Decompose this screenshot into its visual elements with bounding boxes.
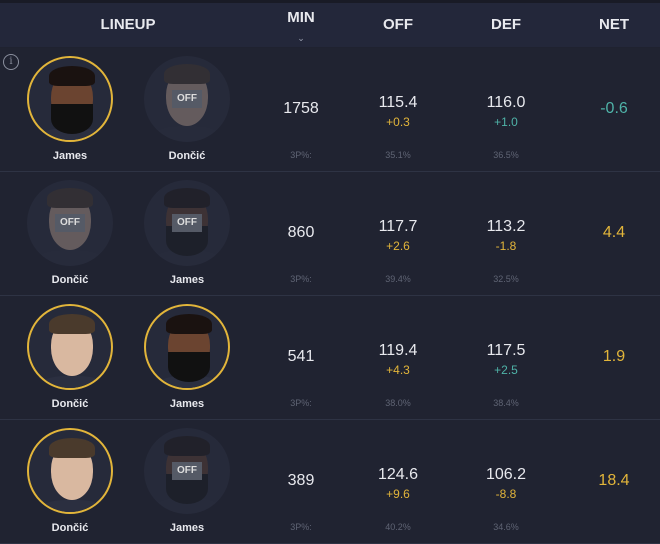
table-row[interactable]: OFF Dončić OFF James 860 117.7 +2.6 113.… xyxy=(0,172,660,296)
off-badge: OFF xyxy=(172,462,202,480)
off-delta: +0.3 xyxy=(386,115,410,129)
def-delta: -1.8 xyxy=(495,239,517,253)
off-delta: +9.6 xyxy=(386,487,410,501)
min-value: 541 xyxy=(287,348,315,365)
player-name: Dončić xyxy=(168,150,206,162)
player-1[interactable]: James xyxy=(142,304,232,410)
table-row[interactable]: Dončić OFF James 389 124.6 +9.6 106.2 -8… xyxy=(0,420,660,544)
player-avatar xyxy=(27,428,113,514)
player-avatar: OFF xyxy=(144,180,230,266)
three-pt-label: 3P%: xyxy=(290,150,312,160)
net-rating: -0.6 xyxy=(600,100,628,117)
off-badge: OFF xyxy=(55,214,85,232)
player-0[interactable]: Dončić xyxy=(25,304,115,410)
player-name: Dončić xyxy=(51,274,89,286)
def-delta: +2.5 xyxy=(494,363,518,377)
def-three-pt: 34.6% xyxy=(493,522,519,532)
lineup-header: LINEUP xyxy=(100,16,156,33)
def-delta: -8.8 xyxy=(495,487,517,501)
player-avatar xyxy=(27,56,113,142)
off-badge: OFF xyxy=(172,214,202,232)
off-rating: 115.4 xyxy=(378,94,418,111)
off-three-pt: 39.4% xyxy=(385,274,411,284)
min-value: 1758 xyxy=(283,100,319,117)
off-delta: +2.6 xyxy=(386,239,410,253)
min-value: 860 xyxy=(287,224,315,241)
player-0[interactable]: Dončić xyxy=(25,428,115,534)
player-0[interactable]: OFF Dončić xyxy=(25,180,115,286)
def-three-pt: 38.4% xyxy=(493,398,519,408)
three-pt-label: 3P%: xyxy=(290,522,312,532)
player-name: James xyxy=(169,274,205,286)
def-rating: 117.5 xyxy=(486,342,526,359)
off-delta: +4.3 xyxy=(386,363,410,377)
player-1[interactable]: OFF Dončić xyxy=(142,56,232,162)
player-avatar: OFF xyxy=(144,428,230,514)
chevron-down-icon[interactable]: ⌄ xyxy=(297,33,305,43)
player-1[interactable]: OFF James xyxy=(142,428,232,534)
off-rating: 119.4 xyxy=(378,342,418,359)
off-three-pt: 35.1% xyxy=(385,150,411,160)
min-value: 389 xyxy=(287,472,315,489)
player-name: James xyxy=(52,150,88,162)
off-three-pt: 40.2% xyxy=(385,522,411,532)
off-badge: OFF xyxy=(172,90,202,108)
off-three-pt: 38.0% xyxy=(385,398,411,408)
player-name: Dončić xyxy=(51,522,89,534)
player-name: James xyxy=(169,398,205,410)
player-avatar: OFF xyxy=(27,180,113,266)
net-header[interactable]: NET xyxy=(599,16,629,33)
def-three-pt: 36.5% xyxy=(493,150,519,160)
player-1[interactable]: OFF James xyxy=(142,180,232,286)
def-rating: 116.0 xyxy=(486,94,526,111)
table-row[interactable]: Dončić James 541 119.4 +4.3 117.5 +2.5 1… xyxy=(0,296,660,420)
def-header[interactable]: DEF xyxy=(491,16,521,33)
def-rating: 113.2 xyxy=(486,218,526,235)
def-three-pt: 32.5% xyxy=(493,274,519,284)
net-rating: 4.4 xyxy=(602,224,626,241)
player-name: Dončić xyxy=(51,398,89,410)
player-avatar xyxy=(144,304,230,390)
three-pt-label: 3P%: xyxy=(290,398,312,408)
def-delta: +1.0 xyxy=(494,115,518,129)
player-avatar: OFF xyxy=(144,56,230,142)
off-rating: 124.6 xyxy=(377,466,419,483)
table-row[interactable]: i James OFF Do xyxy=(0,48,660,172)
net-rating: 1.9 xyxy=(602,348,626,365)
off-header[interactable]: OFF xyxy=(383,16,413,33)
three-pt-label: 3P%: xyxy=(290,274,312,284)
table-header: LINEUP MIN ⌄ OFF DEF NET xyxy=(0,0,660,47)
def-rating: 106.2 xyxy=(485,466,527,483)
player-avatar xyxy=(27,304,113,390)
player-0[interactable]: James xyxy=(25,56,115,162)
info-icon[interactable]: i xyxy=(3,54,19,70)
net-rating: 18.4 xyxy=(598,472,630,489)
player-name: James xyxy=(169,522,205,534)
off-rating: 117.7 xyxy=(378,218,418,235)
min-header[interactable]: MIN xyxy=(287,9,315,26)
